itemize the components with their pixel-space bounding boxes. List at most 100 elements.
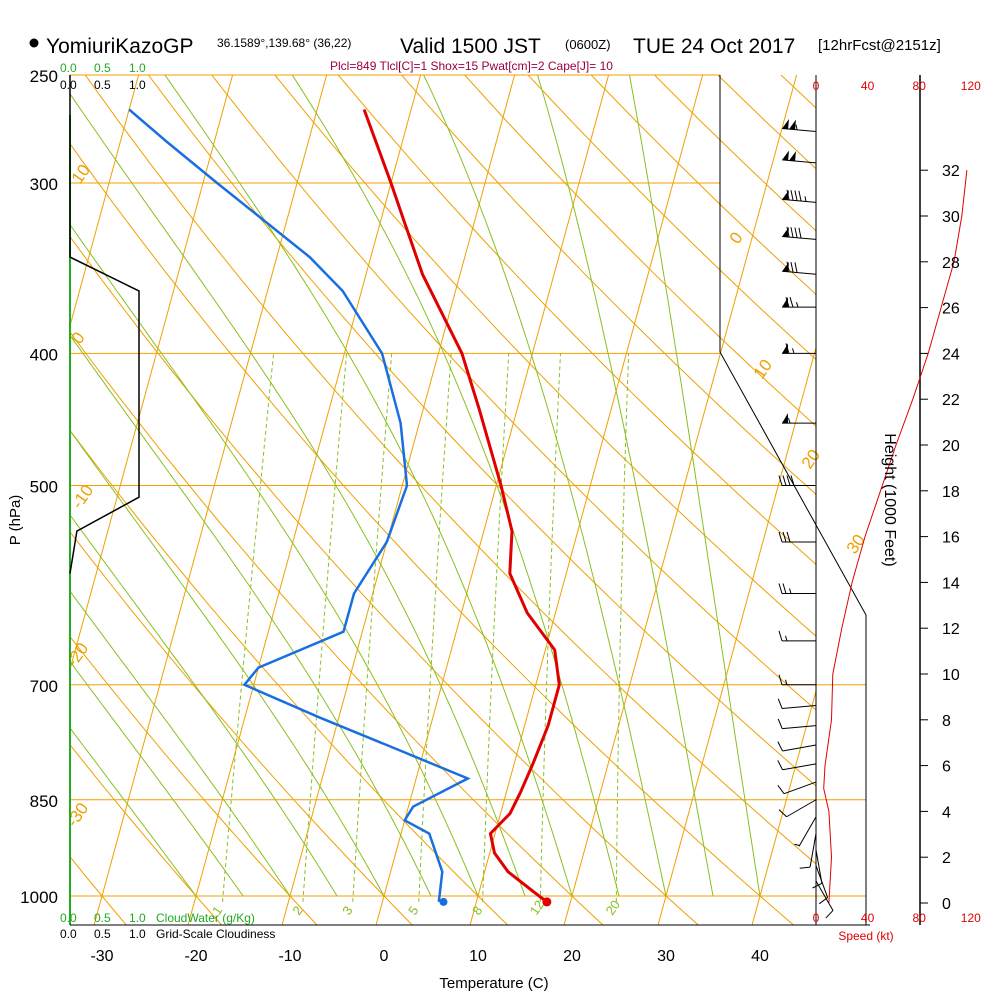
wind-barb-full xyxy=(798,227,802,239)
wind-barb xyxy=(777,760,817,771)
wind-barb xyxy=(782,297,816,308)
wind-barb-full xyxy=(790,190,794,201)
wind-barb xyxy=(815,880,834,919)
dry-adiabat-line xyxy=(337,75,816,565)
wind-barb xyxy=(782,189,817,203)
wind-barb-full xyxy=(778,674,783,685)
height-tick-label: 6 xyxy=(942,759,951,776)
wind-barb-full xyxy=(790,475,795,486)
wind-barb-full xyxy=(786,475,791,486)
mixing-ratio-label: 5 xyxy=(405,903,421,918)
speed-ticks-top: 0 40 80 120 xyxy=(813,79,981,93)
mixing-ratio-label: 8 xyxy=(469,903,485,918)
height-tick-label: 10 xyxy=(942,667,960,684)
isotherm-label: -20 xyxy=(63,639,93,670)
valid-time: Valid 1500 JST xyxy=(400,35,541,58)
isotherm-line xyxy=(70,75,234,672)
height-tick-label: 16 xyxy=(942,530,960,547)
wind-barb xyxy=(778,799,817,818)
pressure-tick-label: 400 xyxy=(30,345,58,364)
wind-barb-flag xyxy=(782,119,789,130)
temperature-tick-label: -20 xyxy=(184,948,207,965)
stability-indices: Plcl=849 Tlcl[C]=1 Shox=15 Pwat[cm]=2 Ca… xyxy=(330,59,613,73)
wind-barb-full xyxy=(790,261,794,273)
height-tick-label: 32 xyxy=(942,163,960,180)
wind-barb xyxy=(777,781,817,795)
isobar-lines xyxy=(70,74,866,897)
wind-barb-full xyxy=(778,809,787,818)
height-tick-label: 18 xyxy=(942,484,960,501)
height-tick-label: 2 xyxy=(942,850,951,867)
mixing-ratio-line xyxy=(539,353,561,902)
pressure-tick-label: 850 xyxy=(30,792,58,811)
wind-barbs xyxy=(777,119,834,919)
wind-barb-shaft xyxy=(782,763,817,771)
temperature-tick-label: 40 xyxy=(751,948,769,965)
temperature-line xyxy=(362,108,561,904)
dry-adiabat-line xyxy=(211,75,816,711)
dry-adiabat-line xyxy=(70,429,508,925)
cloud-water-tick: 0.0 xyxy=(60,61,77,75)
wind-barb-shaft xyxy=(782,159,817,164)
dry-adiabat-line xyxy=(854,26,1000,925)
cloudiness-title: Grid-Scale Cloudiness xyxy=(156,927,275,941)
moist-adiabat-line xyxy=(164,75,573,897)
dry-adiabat-line xyxy=(977,26,1000,925)
wind-barb-full xyxy=(798,190,802,202)
wind-barb-full xyxy=(777,698,783,709)
wind-barb-shaft xyxy=(786,799,817,818)
wind-barb-shaft xyxy=(782,198,817,203)
wind-barb-full xyxy=(786,226,790,238)
station-name: YomiuriKazoGP xyxy=(46,35,193,58)
height-tick-label: 20 xyxy=(942,438,960,455)
moist-adiabat-line xyxy=(423,75,667,897)
isotherm-label: 20 xyxy=(798,446,824,472)
dry-adiabat-line xyxy=(653,75,816,232)
mixing-ratio-line xyxy=(222,353,275,902)
speed-tick-label: 120 xyxy=(961,79,981,93)
wind-barb-half xyxy=(795,124,798,130)
wind-barb xyxy=(778,583,816,594)
wind-barb xyxy=(778,531,816,543)
wind-barb xyxy=(777,718,817,730)
wind-barb-full xyxy=(777,785,785,794)
isotherm-line xyxy=(70,75,140,328)
wind-barb-half xyxy=(785,635,788,642)
valid-date: TUE 24 Oct 2017 xyxy=(633,35,795,58)
wind-barb-full xyxy=(777,718,783,729)
temperature-tick-label: 30 xyxy=(657,948,675,965)
height-tick-label: 22 xyxy=(942,392,960,409)
pressure-tick-label: 500 xyxy=(30,478,58,497)
wind-barb-shaft xyxy=(815,849,823,884)
wind-speed-line xyxy=(823,170,968,904)
wind-barb xyxy=(794,816,817,847)
height-tick-label: 26 xyxy=(942,301,960,318)
dry-adiabat-line xyxy=(274,75,816,637)
wind-barb-full xyxy=(786,261,790,273)
wind-barb-full xyxy=(782,583,787,594)
wind-barb-shaft xyxy=(782,744,817,752)
speed-tick-label: 80 xyxy=(913,79,927,93)
speed-tick-label: 40 xyxy=(861,79,875,93)
dry-adiabat-line xyxy=(147,75,816,787)
dry-adiabat-line xyxy=(70,635,318,925)
wind-barb-full xyxy=(786,531,791,543)
surface-dewpoint-marker xyxy=(439,897,448,906)
temperature-tick-label: -30 xyxy=(90,948,113,965)
mixing-ratio-line xyxy=(302,353,348,902)
wind-barb xyxy=(782,413,816,424)
cloudiness-tick: 0.0 xyxy=(60,927,77,941)
wind-barb xyxy=(782,343,816,354)
wind-barb xyxy=(777,698,817,710)
mixing-ratio-label: 20 xyxy=(603,897,624,917)
forecast-info: [12hrFcst@2151z] xyxy=(818,37,941,54)
dewpoint-line xyxy=(128,108,471,903)
mixing-ratio-label: 2 xyxy=(289,903,305,918)
speed-tick-label: 0 xyxy=(813,911,820,925)
moist-adiabat-line xyxy=(70,223,479,897)
mixing-ratio-label: 12 xyxy=(527,897,548,917)
wind-barb-shaft xyxy=(782,725,817,730)
wind-speed-profile xyxy=(823,170,968,904)
wind-barb-full xyxy=(778,475,783,486)
